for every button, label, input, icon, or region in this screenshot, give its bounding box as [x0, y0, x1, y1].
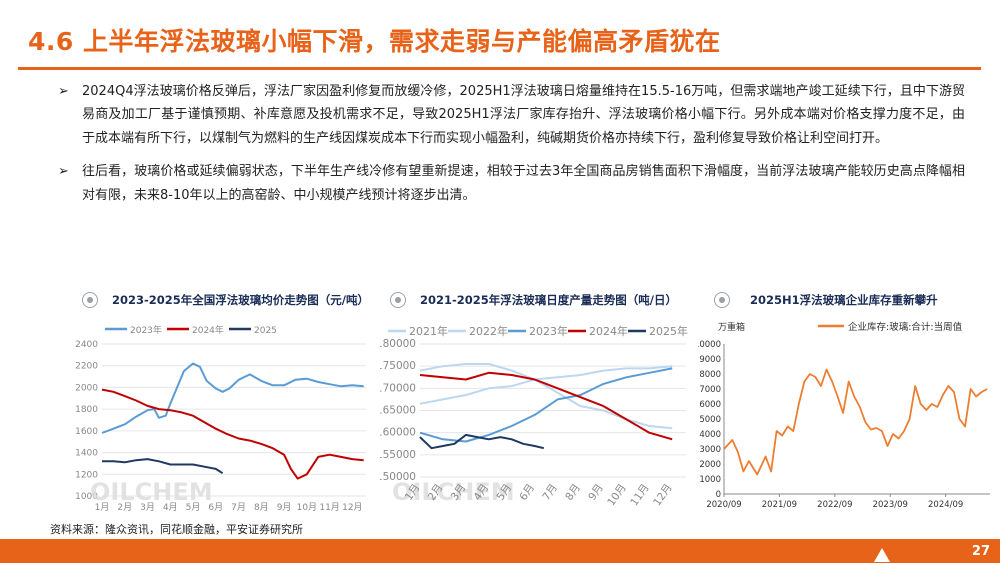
y-tick-label: 1000 — [75, 492, 98, 502]
x-tick-label: 10月 — [297, 502, 317, 513]
chart-circle-icon — [390, 292, 406, 308]
page-title: 4.6 上半年浮法玻璃小幅下滑，需求走弱与产能偏高矛盾犹在 — [28, 27, 721, 56]
chart-header: 2025H1浮法玻璃企业库存重新攀升 — [700, 288, 990, 316]
bullet-text: 2024Q4浮法玻璃价格反弹后，浮法厂家因盈利修复而放缓冷修，2025H1浮法玻… — [82, 84, 965, 146]
x-tick-label: 2020/09 — [706, 500, 741, 510]
y-tick-label: 2200 — [75, 362, 98, 372]
inventory-chart: 万重箱 企业库存:玻璃:合计:当周值 0 1000 2000 3000 4000 5000 60… — [698, 321, 990, 510]
chart-header: 2023-2025年全国浮法玻璃均价走势图（元/吨） — [72, 288, 372, 316]
x-tick-label: 2024/09 — [928, 500, 963, 510]
legend-label: 2024年 — [192, 324, 224, 336]
chart-title: 2025H1浮法玻璃企业库存重新攀升 — [750, 293, 938, 307]
legend-label: 企业库存:玻璃:合计:当周值 — [848, 321, 963, 333]
footer-bar — [0, 539, 1000, 563]
y-axis-unit: 万重箱 — [718, 321, 745, 333]
series-line-2024年 — [419, 371, 673, 441]
x-tick-label: 11月 — [319, 502, 339, 513]
y-tick-label: 7000 — [699, 385, 721, 395]
chart-circle-icon — [714, 292, 730, 308]
x-tick-label: 1月 — [95, 502, 110, 513]
series-line-2021年 — [419, 365, 673, 405]
x-tick-label: 12月 — [651, 482, 675, 508]
series-line-2025 — [102, 458, 224, 475]
y-tick-label: 1800 — [75, 405, 98, 415]
y-tick-label: 2000 — [699, 460, 721, 470]
title-divider — [18, 67, 981, 70]
arrow-bullet-icon: ➢ — [58, 84, 69, 99]
y-tick-label: 150000 — [380, 471, 416, 483]
y-tick-label: 1400 — [75, 449, 98, 459]
y-tick-label: 170000 — [380, 382, 416, 394]
y-tick-label: 2000 — [75, 383, 98, 393]
x-tick-label: 3月 — [140, 502, 155, 513]
x-tick-label: 5月 — [186, 502, 201, 513]
chart-title: 2021-2025年浮法玻璃日度产量走势图（吨/日） — [420, 293, 677, 307]
x-tick-label: 2021/09 — [762, 500, 797, 510]
y-tick-label: 160000 — [380, 427, 416, 439]
arrow-bullet-icon: ➢ — [58, 164, 69, 180]
watermark-text: OILCHEM — [392, 478, 515, 506]
y-tick-label: 1000 — [699, 475, 721, 485]
bullet-item: ➢ 往后看，玻璃价格或延续偏弱状态，下半年生产线冷修有望重新提速，相较于过去3年… — [58, 160, 965, 207]
legend-label: 2025 — [254, 326, 277, 336]
y-tick-label: 8000 — [699, 370, 721, 380]
legend-label: 2024年 — [589, 324, 628, 338]
x-tick-label: 2022/09 — [817, 500, 852, 510]
inventory-chart-panel: 2025H1浮法玻璃企业库存重新攀升 — [700, 288, 990, 316]
legend-label: 2023年 — [529, 324, 568, 338]
x-tick-label: 10月 — [605, 482, 629, 508]
legend-label: 2021年 — [409, 324, 448, 338]
chart-title: 2023-2025年全国浮法玻璃均价走势图（元/吨） — [112, 293, 369, 307]
legend-label: 2022年 — [469, 324, 508, 338]
y-tick-label: 4000 — [699, 430, 721, 440]
y-tick-label: 1200 — [75, 470, 98, 480]
x-tick-label: 6月 — [517, 482, 537, 503]
watermark-text: OILCHEM — [90, 478, 213, 506]
x-tick-label: 6月 — [208, 502, 223, 513]
logo-icon — [874, 548, 890, 562]
y-tick-label: 165000 — [380, 405, 416, 417]
legend-label: 2023年 — [130, 324, 162, 336]
y-tick-label: 155000 — [380, 449, 416, 461]
page-number: 27 — [971, 544, 990, 559]
bullet-item: ➢ 2024Q4浮法玻璃价格反弹后，浮法厂家因盈利修复而放缓冷修，2025H1浮… — [58, 80, 965, 150]
chart-header: 2021-2025年浮法玻璃日度产量走势图（吨/日） — [380, 288, 700, 316]
x-tick-label: 8月 — [254, 502, 269, 513]
bullet-list: ➢ 2024Q4浮法玻璃价格反弹后，浮法厂家因盈利修复而放缓冷修，2025H1浮… — [58, 80, 965, 217]
x-tick-label: 8月 — [563, 482, 583, 503]
x-tick-label: 11月 — [628, 482, 652, 508]
y-tick-label: 6000 — [699, 400, 721, 410]
y-tick-label: 175000 — [380, 360, 416, 372]
x-tick-label: 2月 — [117, 502, 132, 513]
x-tick-label: 4月 — [163, 502, 178, 513]
source-note: 资料来源：隆众资讯，同花顺金融，平安证券研究所 — [50, 523, 303, 536]
price-chart-panel: 2023-2025年全国浮法玻璃均价走势图（元/吨） — [72, 288, 372, 316]
x-tick-label: 9月 — [277, 502, 292, 513]
series-line-2023年 — [419, 367, 673, 443]
y-tick-label: 9000 — [699, 355, 721, 365]
output-chart-panel: 2021-2025年浮法玻璃日度产量走势图（吨/日） — [380, 288, 700, 316]
x-tick-label: 9月 — [586, 482, 606, 503]
y-tick-label: 180000 — [380, 338, 416, 350]
bullet-text: 往后看，玻璃价格或延续偏弱状态，下半年生产线冷修有望重新提速，相较于过去3年全国… — [82, 164, 965, 203]
chart-circle-icon — [82, 292, 98, 308]
series-line-inventory — [723, 368, 988, 476]
x-tick-label: 7月 — [231, 502, 246, 513]
price-chart: 2023年 2024年 2025 1000 1200 1400 1600 1800 2000 22… — [75, 324, 366, 513]
y-tick-label: 2400 — [75, 340, 98, 350]
x-tick-label: 2023/09 — [873, 500, 908, 510]
y-tick-label: 1600 — [75, 427, 98, 437]
y-tick-label: 0 — [716, 490, 721, 500]
x-tick-label: 12月 — [342, 502, 362, 513]
y-tick-label: 5000 — [699, 415, 721, 425]
series-line-2023年 — [101, 362, 364, 434]
legend-label: 2025年 — [649, 324, 688, 338]
series-line-2025年 — [419, 433, 545, 450]
series-line-2024年 — [101, 388, 364, 480]
output-chart: 2021年 2022年 2023年 2024年 2025年 150000 155000 160… — [380, 324, 688, 508]
y-tick-label: 10000 — [698, 340, 721, 350]
y-tick-label: 3000 — [699, 445, 721, 455]
x-tick-label: 7月 — [540, 482, 560, 503]
